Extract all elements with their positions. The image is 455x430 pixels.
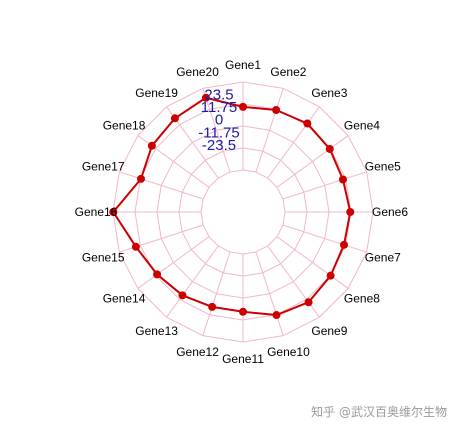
grid-spoke-20 — [202, 88, 231, 173]
category-label-gene18: Gene18 — [103, 119, 146, 133]
data-point-gene11 — [239, 307, 247, 316]
grid-spoke-3 — [267, 106, 320, 179]
data-point-gene20 — [201, 93, 210, 102]
data-point-gene6 — [346, 208, 355, 216]
category-label-gene13: Gene13 — [135, 324, 178, 338]
radial-tick-label: -23.5 — [202, 137, 236, 154]
category-label-gene10: Gene10 — [267, 345, 310, 359]
data-point-gene3 — [303, 119, 312, 128]
data-point-gene7 — [340, 240, 348, 249]
grid-spoke-2 — [255, 88, 284, 173]
watermark: 知乎 @武汉百奥维尔生物 — [311, 405, 447, 419]
category-label-gene19: Gene19 — [135, 86, 178, 100]
grid-spoke-13 — [166, 245, 219, 318]
radar-series — [109, 93, 355, 320]
data-point-gene13 — [178, 291, 187, 300]
data-point-gene19 — [170, 114, 179, 123]
radial-tick-label: 11.75 — [201, 99, 237, 116]
category-label-gene11: Gene11 — [222, 352, 264, 366]
category-label-gene7: Gene7 — [365, 250, 401, 264]
category-label-gene16: Gene16 — [75, 205, 118, 219]
radial-tick-label: 0 — [215, 112, 223, 129]
radar-grid — [112, 81, 374, 343]
data-point-gene14 — [153, 270, 162, 279]
data-point-gene16 — [109, 208, 118, 216]
category-label-gene9: Gene9 — [311, 324, 347, 338]
category-label-gene2: Gene2 — [270, 65, 306, 79]
data-point-gene10 — [272, 311, 281, 320]
category-label-gene5: Gene5 — [365, 160, 401, 174]
category-label-gene15: Gene15 — [82, 250, 125, 264]
radial-tick-label: -11.75 — [198, 124, 239, 141]
radial-tick-label: 23.5 — [204, 87, 233, 104]
grid-spoke-4 — [276, 135, 349, 188]
category-label-gene14: Gene14 — [103, 291, 146, 305]
data-point-gene9 — [304, 298, 313, 307]
data-point-gene2 — [272, 105, 281, 114]
grid-spoke-12 — [202, 251, 231, 336]
grid-spoke-8 — [276, 236, 349, 289]
grid-spoke-14 — [137, 236, 210, 289]
category-label-gene4: Gene4 — [344, 119, 380, 133]
grid-spoke-10 — [255, 251, 284, 336]
data-point-gene17 — [136, 174, 145, 183]
grid-spoke-5 — [282, 171, 367, 200]
category-label-gene1: Gene1 — [225, 58, 261, 72]
category-label-gene20: Gene20 — [176, 65, 219, 79]
grid-spoke-7 — [282, 224, 367, 253]
data-point-gene15 — [131, 242, 140, 251]
category-labels: Gene1 Gene2 Gene3 Gene4 Gene5 Gene6 Gene7 Gene8… — [75, 58, 409, 366]
category-label-gene12: Gene12 — [176, 345, 219, 359]
grid-ring-0 — [200, 169, 286, 255]
data-point-gene5 — [338, 175, 347, 184]
data-point-gene12 — [208, 302, 217, 311]
category-label-gene6: Gene6 — [372, 205, 408, 219]
category-label-gene8: Gene8 — [344, 291, 380, 305]
data-point-gene4 — [325, 144, 334, 153]
category-label-gene17: Gene17 — [82, 160, 125, 174]
grid-spoke-17 — [119, 171, 204, 200]
data-point-gene18 — [147, 141, 156, 150]
data-point-gene1 — [239, 102, 247, 111]
radial-tick-labels: 23.511.750-11.75-23.5 — [198, 87, 239, 154]
data-point-gene8 — [326, 271, 335, 280]
category-label-gene3: Gene3 — [311, 86, 347, 100]
